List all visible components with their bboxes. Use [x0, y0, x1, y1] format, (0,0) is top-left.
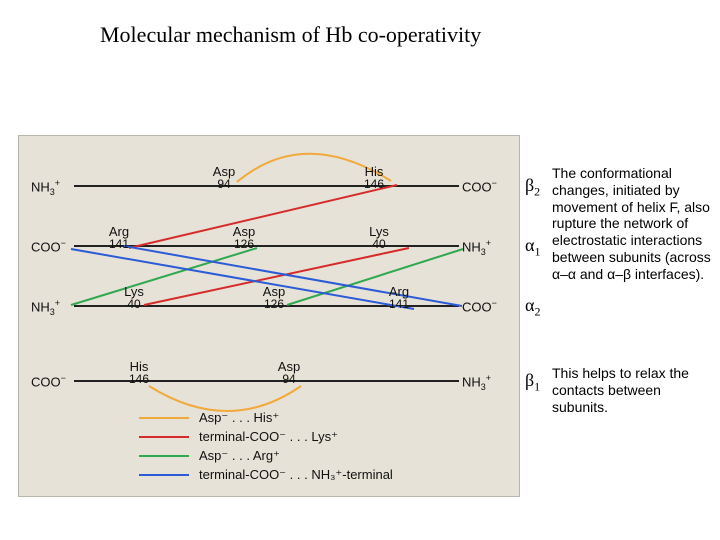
legend-row: terminal-COO⁻ . . . Lys⁺ [139, 429, 393, 445]
legend-text: terminal-COO⁻ . . . Lys⁺ [199, 429, 338, 445]
charge-label: COO− [462, 298, 497, 314]
subunit-label: α2 [525, 295, 540, 320]
explanation-1: The conformational changes, initiated by… [552, 165, 714, 283]
residue-label: Asp94 [264, 359, 314, 386]
residue-label: Arg141 [374, 284, 424, 311]
charge-label: COO− [31, 238, 66, 254]
page-title: Molecular mechanism of Hb co-operativity [100, 22, 481, 48]
charge-label: COO− [31, 373, 66, 389]
charge-label: COO− [462, 178, 497, 194]
salt-bridge-diagram: Asp⁻ . . . His⁺ terminal-COO⁻ . . . Lys⁺ A… [18, 135, 520, 497]
residue-label: Asp126 [249, 284, 299, 311]
charge-label: NH3+ [462, 373, 491, 392]
explanation-2: This helps to relax the contacts between… [552, 365, 714, 415]
residue-label: Asp126 [219, 224, 269, 251]
legend-swatch [139, 436, 189, 438]
residue-label: Arg141 [94, 224, 144, 251]
residue-label: Asp94 [199, 164, 249, 191]
legend-row: terminal-COO⁻ . . . NH₃⁺-terminal [139, 467, 393, 483]
charge-label: NH3+ [31, 178, 60, 197]
legend-row: Asp⁻ . . . His⁺ [139, 410, 393, 426]
subunit-label: β2 [525, 175, 540, 200]
subunit-label: β1 [525, 370, 540, 395]
legend: Asp⁻ . . . His⁺ terminal-COO⁻ . . . Lys⁺ A… [139, 410, 393, 486]
charge-label: NH3+ [31, 298, 60, 317]
residue-label: Lys40 [354, 224, 404, 251]
legend-text: Asp⁻ . . . His⁺ [199, 410, 279, 426]
residue-label: His146 [114, 359, 164, 386]
legend-swatch [139, 417, 189, 419]
legend-text: Asp⁻ . . . Arg⁺ [199, 448, 280, 464]
legend-swatch [139, 474, 189, 476]
legend-row: Asp⁻ . . . Arg⁺ [139, 448, 393, 464]
residue-label: Lys40 [109, 284, 159, 311]
legend-text: terminal-COO⁻ . . . NH₃⁺-terminal [199, 467, 393, 483]
charge-label: NH3+ [462, 238, 491, 257]
residue-label: His146 [349, 164, 399, 191]
subunit-label: α1 [525, 235, 540, 260]
legend-swatch [139, 455, 189, 457]
